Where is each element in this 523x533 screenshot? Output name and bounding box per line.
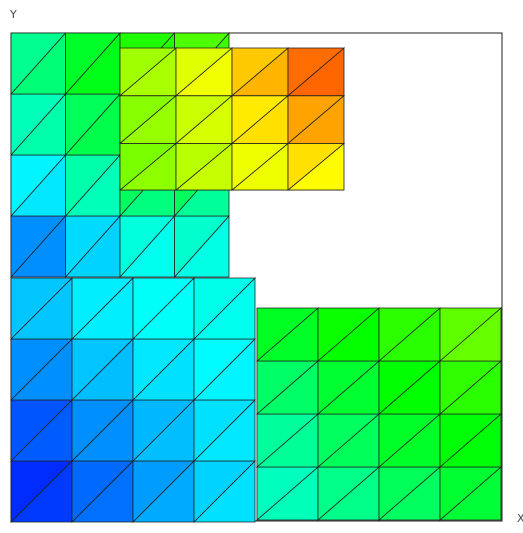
mesh-element-2-3-3-1 xyxy=(193,277,256,340)
mesh-element-1-2-0-1 xyxy=(119,47,178,97)
mesh-element-1-2-3-1 xyxy=(287,47,346,97)
mesh-element-1-2-2-1 xyxy=(231,47,290,97)
mesh-element-3-3-0-1 xyxy=(256,307,320,362)
mesh-element-2-3-1-1 xyxy=(71,277,134,340)
mesh-element-3-3-2-1 xyxy=(378,307,442,362)
mesh-element-2-3-2-1 xyxy=(132,277,195,340)
mesh-element-0-3-0-1 xyxy=(10,32,67,96)
mesh-element-2-3-0-1 xyxy=(10,277,73,340)
y-axis-label: Y xyxy=(10,8,17,21)
mesh-element-3-3-3-1 xyxy=(439,307,503,362)
mesh-element-0-3-1-1 xyxy=(65,32,121,96)
mesh-element-1-2-1-1 xyxy=(175,47,234,97)
x-axis-label: X xyxy=(517,512,523,525)
mesh-element-3-3-1-1 xyxy=(317,307,381,362)
mesh-faces xyxy=(10,31,503,523)
